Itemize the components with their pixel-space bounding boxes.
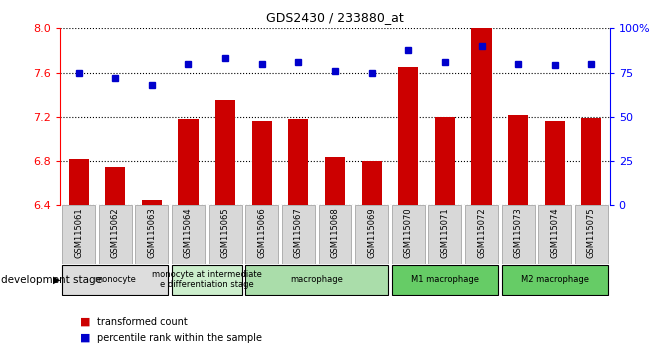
Bar	[98, 205, 132, 264]
Text: monocyte at intermediate
e differentiation stage: monocyte at intermediate e differentiati…	[152, 270, 262, 289]
Bar	[355, 205, 388, 264]
Text: GSM115068: GSM115068	[330, 207, 340, 258]
Text: GSM115072: GSM115072	[477, 207, 486, 258]
Bar	[362, 161, 382, 205]
Text: GSM115070: GSM115070	[404, 207, 413, 258]
Text: GSM115066: GSM115066	[257, 207, 266, 258]
Bar	[68, 159, 88, 205]
Bar	[508, 115, 528, 205]
Bar	[465, 205, 498, 264]
Text: GSM115062: GSM115062	[111, 207, 120, 258]
Bar	[502, 205, 535, 264]
Bar	[62, 265, 168, 295]
Bar	[282, 205, 315, 264]
Bar	[245, 265, 388, 295]
Text: monocyte: monocyte	[94, 275, 136, 284]
Bar	[105, 167, 125, 205]
Bar	[502, 265, 608, 295]
Bar	[392, 205, 425, 264]
Text: GDS2430 / 233880_at: GDS2430 / 233880_at	[266, 11, 404, 24]
Bar	[575, 205, 608, 264]
Bar	[545, 121, 565, 205]
Bar	[178, 119, 198, 205]
Text: GSM115065: GSM115065	[220, 207, 230, 258]
Bar	[215, 100, 235, 205]
Text: ■: ■	[80, 333, 91, 343]
Bar	[582, 118, 602, 205]
Text: ■: ■	[80, 317, 91, 327]
Text: ▶: ▶	[53, 275, 61, 285]
Bar	[428, 205, 462, 264]
Bar	[325, 156, 345, 205]
Text: GSM115063: GSM115063	[147, 207, 156, 258]
Bar	[172, 205, 205, 264]
Text: development stage: development stage	[1, 275, 102, 285]
Bar	[142, 200, 162, 205]
Text: transformed count: transformed count	[97, 317, 188, 327]
Text: macrophage: macrophage	[290, 275, 343, 284]
Text: GSM115071: GSM115071	[440, 207, 450, 258]
Text: GSM115075: GSM115075	[587, 207, 596, 258]
Text: GSM115061: GSM115061	[74, 207, 83, 258]
Bar	[318, 205, 352, 264]
Text: GSM115069: GSM115069	[367, 207, 376, 258]
Text: M1 macrophage: M1 macrophage	[411, 275, 479, 284]
Bar	[245, 205, 278, 264]
Bar	[538, 205, 572, 264]
Text: GSM115067: GSM115067	[294, 207, 303, 258]
Text: GSM115074: GSM115074	[550, 207, 559, 258]
Bar	[288, 119, 308, 205]
Bar	[62, 205, 95, 264]
Bar	[472, 28, 492, 205]
Bar	[398, 67, 418, 205]
Text: GSM115073: GSM115073	[514, 207, 523, 258]
Bar	[208, 205, 242, 264]
Bar	[435, 117, 455, 205]
Bar	[172, 265, 242, 295]
Bar	[135, 205, 168, 264]
Text: GSM115064: GSM115064	[184, 207, 193, 258]
Bar	[252, 121, 272, 205]
Text: percentile rank within the sample: percentile rank within the sample	[97, 333, 262, 343]
Bar	[392, 265, 498, 295]
Text: M2 macrophage: M2 macrophage	[521, 275, 589, 284]
